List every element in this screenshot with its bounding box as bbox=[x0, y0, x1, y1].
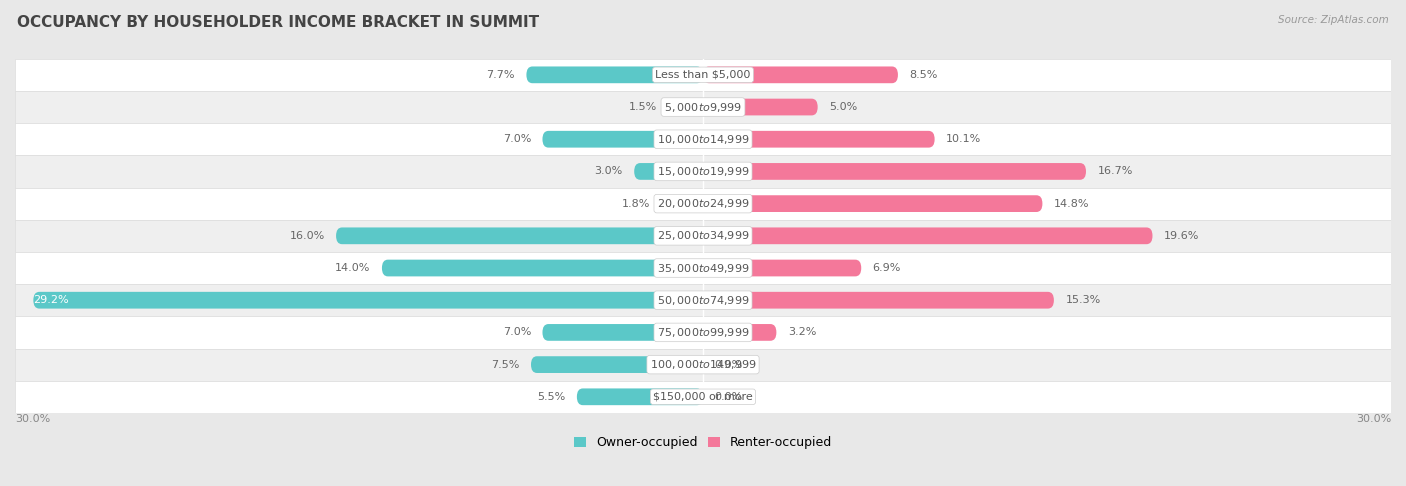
Text: 7.0%: 7.0% bbox=[502, 134, 531, 144]
FancyBboxPatch shape bbox=[703, 195, 1042, 212]
Text: 3.0%: 3.0% bbox=[595, 166, 623, 176]
Text: 16.7%: 16.7% bbox=[1098, 166, 1133, 176]
Text: 7.5%: 7.5% bbox=[491, 360, 520, 370]
FancyBboxPatch shape bbox=[543, 131, 703, 148]
Text: Source: ZipAtlas.com: Source: ZipAtlas.com bbox=[1278, 15, 1389, 25]
FancyBboxPatch shape bbox=[703, 227, 1153, 244]
FancyBboxPatch shape bbox=[526, 67, 703, 83]
FancyBboxPatch shape bbox=[703, 99, 818, 115]
Text: 14.0%: 14.0% bbox=[335, 263, 370, 273]
Text: 30.0%: 30.0% bbox=[15, 414, 51, 423]
Text: 15.3%: 15.3% bbox=[1066, 295, 1101, 305]
Legend: Owner-occupied, Renter-occupied: Owner-occupied, Renter-occupied bbox=[574, 436, 832, 449]
Text: 29.2%: 29.2% bbox=[34, 295, 69, 305]
FancyBboxPatch shape bbox=[15, 381, 1391, 413]
Text: 1.8%: 1.8% bbox=[621, 199, 650, 208]
Text: $5,000 to $9,999: $5,000 to $9,999 bbox=[664, 101, 742, 114]
FancyBboxPatch shape bbox=[34, 292, 703, 309]
FancyBboxPatch shape bbox=[15, 59, 1391, 91]
FancyBboxPatch shape bbox=[543, 324, 703, 341]
Text: 3.2%: 3.2% bbox=[787, 328, 817, 337]
Text: OCCUPANCY BY HOUSEHOLDER INCOME BRACKET IN SUMMIT: OCCUPANCY BY HOUSEHOLDER INCOME BRACKET … bbox=[17, 15, 538, 30]
FancyBboxPatch shape bbox=[703, 67, 898, 83]
FancyBboxPatch shape bbox=[15, 252, 1391, 284]
FancyBboxPatch shape bbox=[531, 356, 703, 373]
FancyBboxPatch shape bbox=[15, 123, 1391, 156]
Text: 0.0%: 0.0% bbox=[714, 392, 742, 402]
Text: $100,000 to $149,999: $100,000 to $149,999 bbox=[650, 358, 756, 371]
Text: $25,000 to $34,999: $25,000 to $34,999 bbox=[657, 229, 749, 243]
Text: $35,000 to $49,999: $35,000 to $49,999 bbox=[657, 261, 749, 275]
Text: $50,000 to $74,999: $50,000 to $74,999 bbox=[657, 294, 749, 307]
Text: $150,000 or more: $150,000 or more bbox=[654, 392, 752, 402]
Text: 7.7%: 7.7% bbox=[486, 70, 515, 80]
Text: 0.0%: 0.0% bbox=[714, 360, 742, 370]
FancyBboxPatch shape bbox=[15, 220, 1391, 252]
Text: 5.5%: 5.5% bbox=[537, 392, 565, 402]
FancyBboxPatch shape bbox=[634, 163, 703, 180]
FancyBboxPatch shape bbox=[703, 260, 862, 277]
FancyBboxPatch shape bbox=[336, 227, 703, 244]
FancyBboxPatch shape bbox=[382, 260, 703, 277]
Text: $20,000 to $24,999: $20,000 to $24,999 bbox=[657, 197, 749, 210]
Text: $15,000 to $19,999: $15,000 to $19,999 bbox=[657, 165, 749, 178]
FancyBboxPatch shape bbox=[15, 91, 1391, 123]
FancyBboxPatch shape bbox=[15, 156, 1391, 188]
FancyBboxPatch shape bbox=[576, 388, 703, 405]
Text: 16.0%: 16.0% bbox=[290, 231, 325, 241]
FancyBboxPatch shape bbox=[703, 324, 776, 341]
Text: $10,000 to $14,999: $10,000 to $14,999 bbox=[657, 133, 749, 146]
FancyBboxPatch shape bbox=[669, 99, 703, 115]
FancyBboxPatch shape bbox=[15, 316, 1391, 348]
Text: 5.0%: 5.0% bbox=[830, 102, 858, 112]
Text: Less than $5,000: Less than $5,000 bbox=[655, 70, 751, 80]
FancyBboxPatch shape bbox=[703, 163, 1085, 180]
Text: 19.6%: 19.6% bbox=[1164, 231, 1199, 241]
FancyBboxPatch shape bbox=[703, 131, 935, 148]
Text: 8.5%: 8.5% bbox=[910, 70, 938, 80]
FancyBboxPatch shape bbox=[662, 195, 703, 212]
Text: 1.5%: 1.5% bbox=[628, 102, 657, 112]
Text: 10.1%: 10.1% bbox=[946, 134, 981, 144]
FancyBboxPatch shape bbox=[703, 292, 1054, 309]
Text: $75,000 to $99,999: $75,000 to $99,999 bbox=[657, 326, 749, 339]
Text: 30.0%: 30.0% bbox=[1355, 414, 1391, 423]
Text: 7.0%: 7.0% bbox=[502, 328, 531, 337]
Text: 6.9%: 6.9% bbox=[873, 263, 901, 273]
FancyBboxPatch shape bbox=[15, 188, 1391, 220]
Text: 14.8%: 14.8% bbox=[1054, 199, 1090, 208]
FancyBboxPatch shape bbox=[15, 348, 1391, 381]
FancyBboxPatch shape bbox=[15, 284, 1391, 316]
